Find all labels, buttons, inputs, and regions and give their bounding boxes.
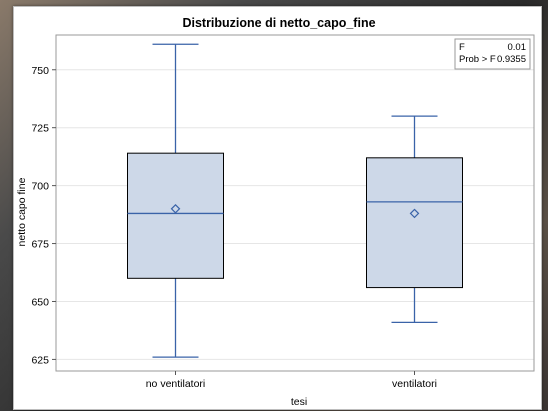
inset-frame	[454, 38, 531, 70]
inset-value: 0.01	[508, 42, 527, 53]
y-tick-label: 650	[31, 296, 49, 308]
inset-value: 0.9355	[497, 54, 526, 65]
x-tick-label: ventilatori	[392, 378, 437, 390]
x-axis-label: tesi	[291, 396, 307, 408]
y-tick-label: 725	[31, 123, 49, 135]
boxes	[127, 43, 463, 358]
inset-label: F	[459, 42, 465, 53]
y-axis-label: netto capo fine	[16, 177, 28, 246]
plot-frame	[55, 34, 535, 372]
y-tick-label: 675	[31, 239, 49, 251]
x-tick-label: no ventilatori	[146, 378, 206, 390]
iqr-box	[366, 157, 463, 289]
axes: 625 650 675 700 725 750 no ventilatori ventilat…	[31, 34, 535, 390]
chart-panel: Distribuzione di netto_capo_fine 625 650 6…	[13, 6, 542, 410]
y-tick-label: 700	[31, 181, 49, 193]
iqr-box	[127, 152, 224, 279]
chart-title: Distribuzione di netto_capo_fine	[182, 16, 375, 30]
inset-label: Prob > F	[459, 54, 496, 65]
box-plot: Distribuzione di netto_capo_fine 6256506…	[16, 16, 535, 408]
stats-inset: F 0.01 Prob > F 0.9355	[454, 38, 531, 70]
y-tick-label: 750	[31, 65, 49, 77]
y-tick-label: 625	[31, 354, 49, 366]
mean-marker	[170, 203, 181, 214]
mean-marker	[409, 208, 420, 219]
